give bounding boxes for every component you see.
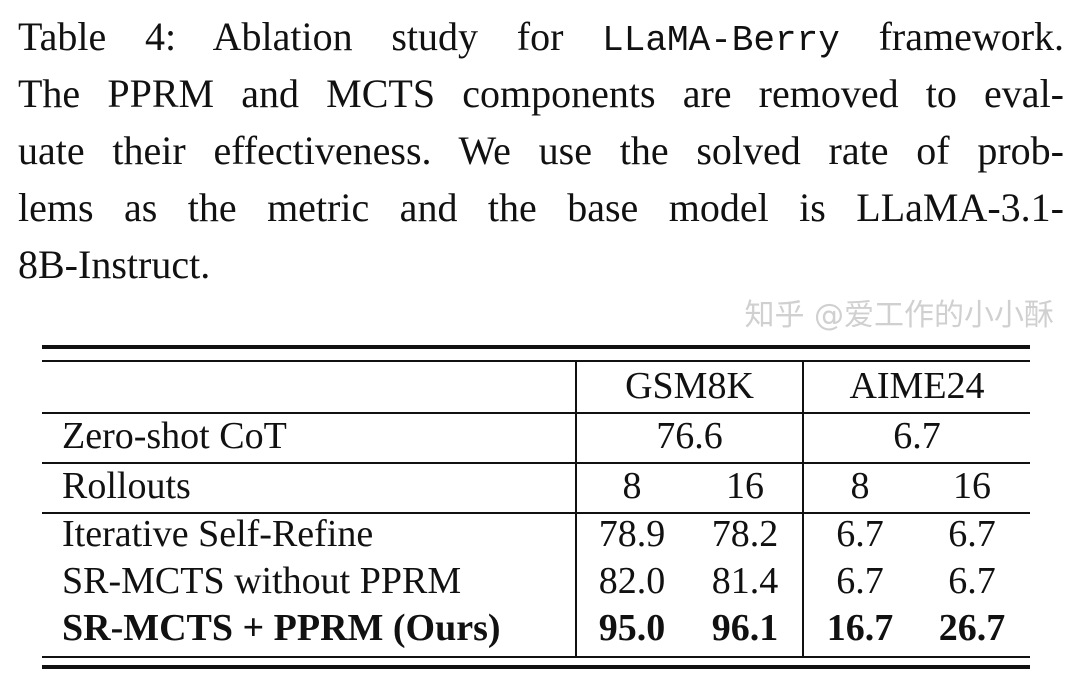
cell-value: 82.0 — [598, 560, 666, 602]
row-label: SR-MCTS without PPRM — [62, 560, 462, 602]
column-divider — [575, 362, 577, 657]
cell-value: 78.9 — [598, 513, 666, 555]
cell-value: 8 — [622, 465, 642, 507]
cell-value-best: 26.7 — [938, 607, 1006, 649]
cell-value: 8 — [850, 465, 870, 507]
cell-value: 6.7 — [948, 513, 996, 555]
caption-line: 8B-Instruct. — [18, 242, 211, 287]
cell-value-best: 96.1 — [711, 607, 779, 649]
cell-value: 81.4 — [711, 560, 779, 602]
row-rule — [42, 462, 1030, 464]
caption-text: framework. — [878, 14, 1065, 59]
top-rule-thin — [42, 360, 1030, 362]
header-aime24: AIME24 — [849, 365, 985, 407]
cell-value: 6.7 — [836, 513, 884, 555]
top-rule — [42, 345, 1030, 349]
caption-line: lems as the metric and the base model is… — [18, 185, 1064, 230]
caption-line: uate their effectiveness. We use the sol… — [18, 128, 1064, 173]
cell-value: 6.7 — [893, 415, 941, 457]
bottom-rule-thin — [42, 656, 1030, 658]
caption-line: The PPRM and MCTS components are removed… — [18, 71, 1064, 116]
cell-value: 16 — [726, 465, 764, 507]
table-caption: Table 4: Ablation study for LLaMA-Berry … — [18, 8, 1064, 293]
cell-value-best: 95.0 — [598, 607, 666, 649]
watermark: 知乎 @爱工作的小小酥 — [744, 298, 1054, 333]
cell-value: 6.7 — [836, 560, 884, 602]
cell-value: 76.6 — [656, 415, 723, 457]
method-name: LLaMA-Berry — [602, 20, 840, 61]
caption-line: Table 4: Ablation study for LLaMA-Berry … — [18, 8, 1064, 65]
row-label: Rollouts — [62, 465, 191, 507]
header-gsm8k: GSM8K — [625, 365, 754, 407]
row-rule — [42, 512, 1030, 514]
row-label: Iterative Self-Refine — [62, 513, 374, 555]
column-divider — [802, 362, 804, 657]
cell-value-best: 16.7 — [826, 607, 894, 649]
cell-value: 16 — [953, 465, 991, 507]
row-rule — [42, 412, 1030, 414]
row-label-ours: SR-MCTS + PPRM (Ours) — [62, 607, 501, 649]
row-label: Zero-shot CoT — [62, 415, 287, 457]
caption-text: Table 4: Ablation study for — [18, 14, 564, 59]
cell-value: 78.2 — [711, 513, 779, 555]
cell-value: 6.7 — [948, 560, 996, 602]
bottom-rule — [42, 665, 1030, 669]
